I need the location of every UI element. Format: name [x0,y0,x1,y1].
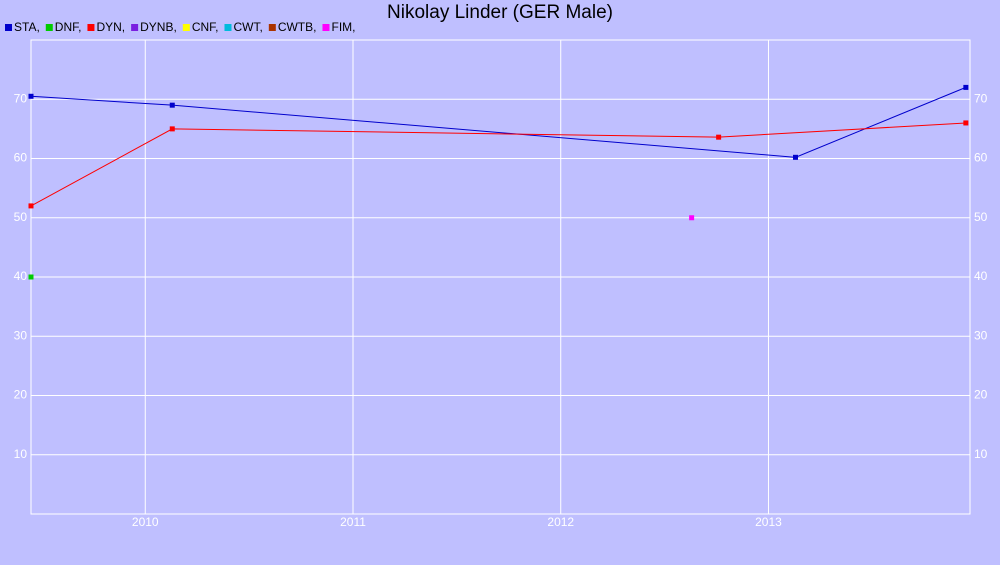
y-tick-label: 70 [14,91,28,105]
x-tick-label: 2013 [755,515,782,529]
data-point [28,274,34,280]
legend-swatch [182,24,190,31]
y2-tick-label: 70 [974,91,988,105]
x-tick-label: 2012 [547,515,574,529]
legend-swatch [131,24,139,31]
y2-tick-label: 30 [974,328,988,342]
legend-label: FIM, [331,20,355,34]
y2-tick-label: 40 [974,269,988,283]
data-point [169,102,175,108]
data-point [716,134,722,140]
legend-label: CWT, [233,20,262,34]
x-tick-label: 2010 [132,515,159,529]
chart-title: Nikolay Linder (GER Male) [387,2,613,23]
series-line [30,122,966,207]
legend-swatch [5,24,12,31]
legend-label: CNF, [192,20,219,34]
y2-tick-label: 60 [974,151,988,165]
legend-swatch [87,24,95,31]
data-point [963,120,969,126]
legend-label: CWTB, [278,20,317,34]
y-tick-label: 50 [14,210,28,224]
data-point [963,84,969,90]
data-point [28,93,34,99]
legend-swatch [224,24,232,31]
data-point [689,215,695,221]
legend-label: DYN, [96,20,125,34]
y2-tick-label: 10 [974,447,988,461]
y-tick-label: 20 [14,388,28,402]
series-line [30,86,967,158]
x-tick-label: 2011 [340,515,366,529]
data-point [792,154,798,160]
legend-label: STA, [14,20,40,34]
y-tick-label: 60 [14,151,28,165]
legend-swatch [268,24,276,31]
y-tick-label: 10 [14,447,28,461]
y2-tick-label: 20 [974,388,988,402]
legend-label: DNF, [55,20,82,34]
data-point [28,203,34,209]
legend-swatch [322,24,330,31]
y2-tick-label: 50 [974,210,988,224]
legend-label: DYNB, [140,20,177,34]
y-tick-label: 30 [14,328,28,342]
y-tick-label: 40 [14,269,28,283]
legend-swatch [45,24,53,31]
data-point [169,126,175,132]
